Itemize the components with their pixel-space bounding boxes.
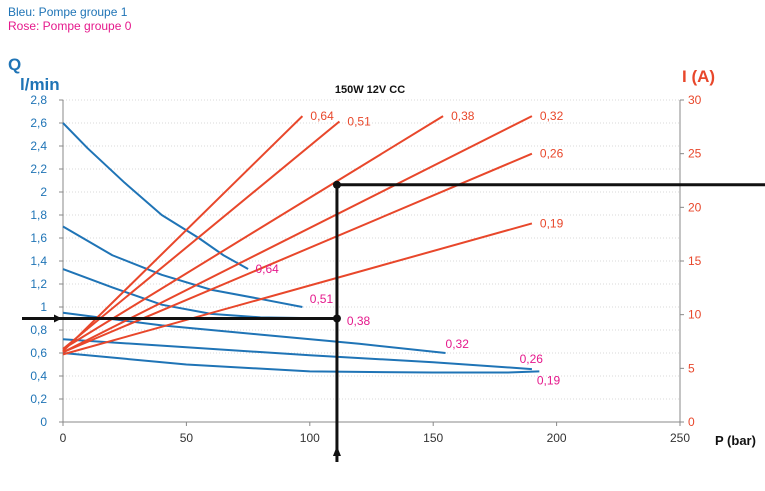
x-tick-label: 150 [423,431,443,445]
current-line-0-19 [62,222,533,356]
flow-label: 0,64 [256,262,280,276]
x-axis-label: P (bar) [715,433,756,448]
y-left-tick-label: 2,4 [30,139,47,153]
y-left-tick-label: 1,4 [30,254,47,268]
reading-current-point [332,180,341,189]
y-right-tick-label: 25 [688,147,702,161]
grid-lines [63,99,680,423]
y-right-tick-label: 20 [688,200,702,214]
flow-curves [62,122,540,374]
y-left-tick-label: 2,6 [30,116,47,130]
y-left-tick-label: 2 [40,185,47,199]
flow-label: 0,32 [446,337,470,351]
y-left-tick-label: 1,8 [30,208,47,222]
current-line-0-64 [62,115,304,352]
y-right-tick-label: 5 [688,361,695,375]
reading-flow-point [332,314,341,323]
y-left-tick-label: 0,4 [30,369,47,383]
current-label: 0,64 [310,109,334,123]
series-labels: 0,64 0,51 0,38 0,32 0,26 0,19 0,64 0,51 0,38 0,32… [256,109,564,388]
current-line-0-51 [62,120,341,350]
x-tick-label: 200 [547,431,567,445]
flow-label: 0,19 [537,374,561,388]
legend-blue: Bleu: Pompe groupe 1 [8,5,128,19]
y-left-tick-label: 2,8 [30,93,47,107]
y-right-tick-label: 30 [688,93,702,107]
y-left-tick-label: 1,2 [30,277,47,291]
y-right-tick-label: 0 [688,415,695,429]
current-line-0-38 [62,115,444,350]
flow-curve-0-51 [62,225,303,308]
x-tick-label: 50 [180,431,194,445]
y-left-tick-label: 0 [40,415,47,429]
flow-label: 0,38 [347,314,371,328]
current-label: 0,38 [451,109,475,123]
y-left-tick-label: 1,6 [30,231,47,245]
current-label: 0,26 [540,147,564,161]
y-left-tick-label: 0,2 [30,392,47,406]
x-tick-label: 250 [670,431,690,445]
y-left-tick-label: 0,8 [30,323,47,337]
y-left-tick-label: 1 [40,300,47,314]
y-left-tick-label: 2,2 [30,162,47,176]
y-axis-right-label: I (A) [682,67,715,86]
arrow-up-icon [332,446,341,456]
reading-lines [22,180,765,462]
y-axis-left-unit: l/min [20,75,60,94]
flow-curve-0-19 [62,352,540,374]
tick-labels: 0 0,2 0,4 0,6 0,8 1 1,2 1,4 1,6 1,8 2 2,2 2,4 2,6 2,8 0… [30,93,701,445]
flow-label: 0,26 [520,352,544,366]
flow-curve-0-64 [62,122,249,270]
arrow-right-icon [54,314,62,323]
current-label: 0,19 [540,216,564,230]
y-right-tick-label: 15 [688,254,702,268]
y-right-tick-label: 10 [688,308,702,322]
x-tick-label: 100 [300,431,320,445]
current-line-0-32 [62,115,533,354]
legend-pink: Rose: Pompe groupe 0 [8,19,132,33]
y-left-tick-label: 0,6 [30,346,47,360]
flow-curve-0-32 [62,311,446,354]
y-axis-left-symbol: Q [8,55,21,74]
flow-label: 0,51 [310,292,334,306]
current-label: 0,51 [347,114,371,128]
current-label: 0,32 [540,109,564,123]
chart-title: 150W 12V CC [335,84,405,96]
flow-curve-0-26 [62,338,532,371]
x-tick-label: 0 [60,431,67,445]
